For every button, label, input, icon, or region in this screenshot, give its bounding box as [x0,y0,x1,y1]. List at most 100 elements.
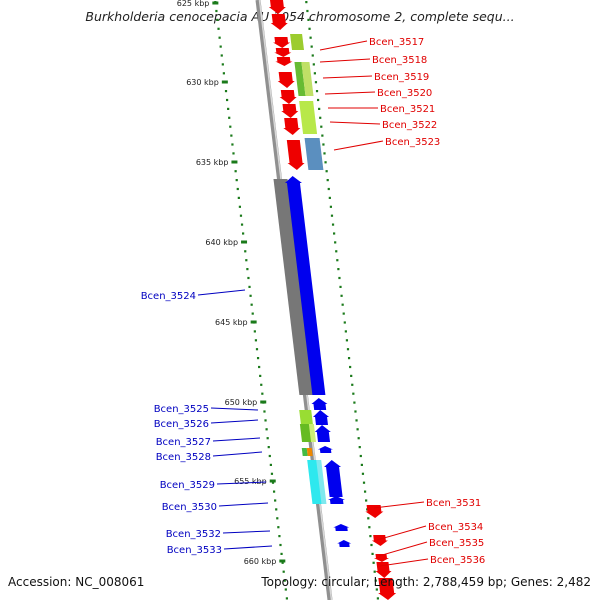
kbp-tick-mark [279,559,286,563]
inner-tick-dot [217,27,220,30]
kbp-tick-label: 645 kbp [215,318,248,327]
outer-tick-dot [346,348,350,351]
inner-tick-dot [264,419,267,422]
gc-block [301,448,308,456]
forward-gene-label-leader [324,91,376,95]
genome-summary-text: Topology: circular; Length: 2,788,459 bp… [261,575,591,589]
outer-tick-dot [361,472,365,475]
outer-tick-dot [337,268,340,271]
inner-tick-dot [266,437,269,440]
kbp-tick-mark [231,160,238,164]
inner-tick-dot [246,268,249,271]
outer-tick-dot [323,152,326,155]
outer-tick-dot [308,27,311,30]
outer-tick-dot [313,72,316,75]
outer-tick-dot [306,9,309,13]
inner-tick-dot [244,250,247,253]
reverse-gene-arrow [311,398,328,410]
outer-tick-dot [324,161,327,164]
reverse-gene-label-leader [210,419,259,424]
outer-tick-dot [375,588,378,591]
reverse-gene-label-leader [197,289,246,296]
inner-tick-dot [240,223,244,226]
outer-tick-dot [365,499,368,502]
outer-tick-dot [338,276,341,280]
inner-tick-dot [250,303,253,306]
gc-block [301,62,314,96]
reverse-gene-label: Bcen_3525 [154,404,209,415]
outer-tick-dot [311,54,314,57]
forward-gene-label: Bcen_3517 [369,37,424,48]
inner-tick-dot [259,374,262,377]
outer-tick-dot [344,330,347,333]
inner-tick-dot [263,410,266,413]
outer-tick-dot [368,526,371,529]
inner-tick-dot [242,232,245,235]
forward-gene-arrow [275,57,293,66]
reverse-gene-label: Bcen_3532 [166,529,221,540]
inner-tick-dot [239,214,243,217]
inner-tick-dot [232,152,235,155]
outer-tick-dot [357,437,360,440]
inner-tick-dot [277,526,280,529]
inner-tick-dot [272,490,276,493]
kbp-tick-label: 635 kbp [196,158,229,167]
outer-tick-dot [305,1,308,4]
outer-tick-dot [349,365,352,369]
kbp-tick-mark [269,479,276,483]
gene-layer [268,0,397,600]
outer-tick-dot [326,179,329,182]
forward-gene-label-leader [376,525,427,541]
forward-gene-label: Bcen_3531 [426,498,481,509]
outer-tick-dot [351,383,354,386]
forward-gene-arrow [283,118,301,135]
forward-gene-arrow [273,37,291,48]
kbp-tick-mark [212,1,219,5]
outer-tick-dot [328,196,331,199]
inner-tick-dot [268,454,271,458]
outer-tick-dot [340,294,343,297]
inner-tick-dot [255,348,259,351]
outer-tick-dot [376,597,379,600]
outer-tick-dot [331,223,335,226]
kbp-tick-label: 650 kbp [225,398,258,407]
inner-tick-dot [261,392,264,395]
outer-tick-dot [307,18,310,21]
outer-tick-dot [322,143,325,146]
forward-gene-label-leader [319,40,368,51]
inner-tick-dot [254,339,258,342]
forward-gene-label-leader [322,75,373,79]
inner-tick-dot [238,205,242,208]
forward-gene-label: Bcen_3520 [377,88,432,99]
reverse-gene-label: Bcen_3524 [141,291,196,302]
forward-gene-label-leader [333,140,384,151]
outer-tick-dot [321,134,324,137]
outer-tick-dot [362,481,366,484]
outer-tick-dot [370,543,373,547]
forward-gene-arrow [270,14,288,30]
inner-tick-dot [248,285,251,288]
forward-gene-label: Bcen_3523 [385,137,440,148]
inner-tick-dot [274,499,277,502]
gc-block [308,424,317,442]
inner-tick-dot [251,312,254,315]
inner-tick-dot [284,588,287,591]
reverse-gene-label: Bcen_3527 [156,437,211,448]
inner-tick-dot [275,508,278,511]
inner-tick-dot [219,45,222,48]
gc-block [273,179,314,395]
outer-tick-dot [347,357,351,360]
outer-tick-dot [369,535,372,538]
outer-tick-dot [371,552,374,555]
inner-tick-dot [237,196,240,199]
gc-block [316,460,327,504]
forward-gene-arrow [277,72,295,88]
inner-tick-dot [249,294,252,297]
inner-tick-dot [220,54,223,57]
forward-gene-arrow [279,90,297,104]
outer-tick-dot [329,205,333,208]
forward-gene-arrow [365,505,384,518]
gc-block [304,138,324,170]
outer-tick-dot [372,561,375,564]
